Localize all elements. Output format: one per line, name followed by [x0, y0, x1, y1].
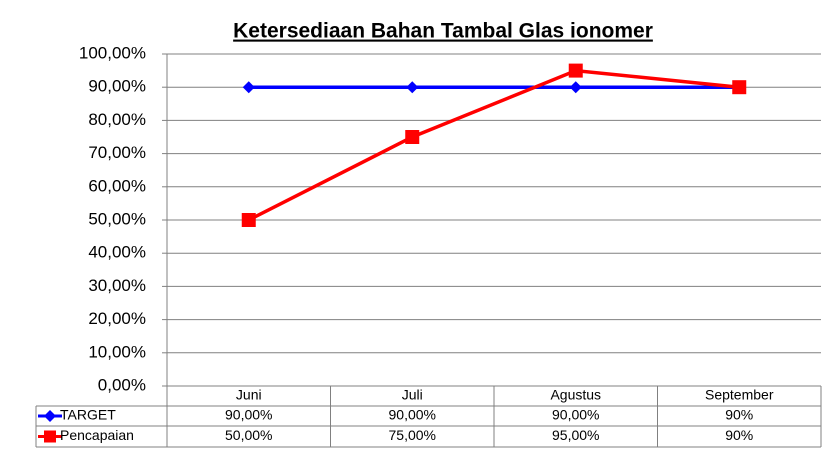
y-tick-label: 30,00% — [88, 276, 146, 295]
table-value: 50,00% — [225, 427, 272, 443]
y-tick-label: 70,00% — [88, 143, 146, 162]
marker — [732, 80, 747, 95]
y-tick-label: 50,00% — [88, 209, 146, 228]
y-tick-label: 80,00% — [88, 110, 146, 129]
y-tick-label: 90,00% — [88, 77, 146, 96]
y-tick-label: 20,00% — [88, 309, 146, 328]
table-value: 90,00% — [225, 407, 272, 423]
chart-title: Ketersediaan Bahan Tambal Glas ionomer — [233, 20, 653, 43]
y-tick-label: 100,00% — [79, 43, 146, 62]
x-tick-label: September — [705, 387, 774, 403]
marker — [241, 213, 256, 227]
table-value: 90% — [725, 407, 753, 423]
table-value: 90,00% — [552, 407, 599, 423]
marker — [242, 81, 255, 94]
y-tick-label: 10,00% — [88, 342, 146, 361]
table-value: 90,00% — [389, 407, 436, 423]
x-tick-label: Agustus — [550, 387, 601, 403]
table-value: 90% — [725, 427, 753, 443]
marker — [405, 130, 420, 144]
legend-label: Pencapaian — [60, 427, 134, 443]
x-tick-label: Juli — [402, 387, 423, 403]
table-value: 75,00% — [389, 427, 436, 443]
table-value: 95,00% — [552, 427, 599, 443]
y-tick-label: 60,00% — [88, 176, 146, 195]
marker — [568, 63, 583, 78]
legend-key-marker — [44, 410, 56, 422]
legend-key-marker — [44, 430, 56, 443]
marker — [406, 81, 419, 94]
marker — [569, 81, 582, 94]
legend-label: TARGET — [60, 407, 116, 423]
y-tick-label: 40,00% — [88, 243, 146, 262]
series-line — [247, 68, 740, 222]
y-tick-label: 0,00% — [98, 375, 146, 394]
x-tick-label: Juni — [236, 387, 262, 403]
